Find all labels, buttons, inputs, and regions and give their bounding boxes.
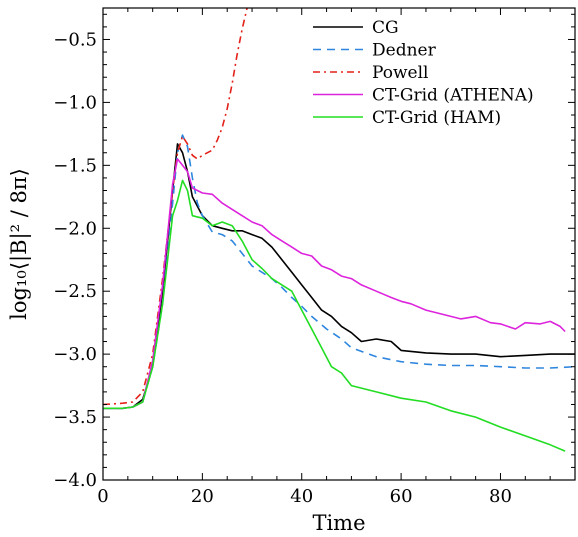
x-tick-label: 60	[390, 486, 413, 507]
x-tick-label: 0	[97, 486, 108, 507]
plot-lines	[103, 8, 575, 452]
legend-label-5: CT-Grid (HAM)	[372, 108, 501, 128]
y-tick-label: −3.0	[53, 344, 97, 365]
x-tick-label: 20	[191, 486, 214, 507]
y-tick-label: −2.5	[53, 281, 97, 302]
series-line-3	[103, 8, 248, 406]
y-axis-title: log₁₀⟨|B|² / 8π⟩	[7, 168, 32, 320]
legend-label-3: Powell	[372, 63, 428, 83]
series-line-5	[103, 179, 566, 452]
plot-frame	[102, 7, 576, 481]
x-axis-title: Time	[312, 511, 365, 535]
y-tick-label: −0.5	[53, 29, 97, 50]
axis-ticks	[102, 8, 575, 481]
y-tick-label: −4.0	[53, 470, 97, 491]
series-line-4	[103, 158, 566, 410]
x-tick-label: 40	[290, 486, 313, 507]
series-line-2	[103, 134, 575, 410]
tick-labels: 0 20 40 60 80 −4.0 −3.5 −3.0 −2.5 −2.0 −1.5 −1.0 −0.…	[53, 29, 512, 507]
y-tick-label: −3.5	[53, 407, 97, 428]
legend-label-2: Dedner	[372, 41, 437, 61]
x-tick-label: 80	[489, 486, 512, 507]
y-tick-label: −1.0	[53, 92, 97, 113]
y-tick-label: −1.5	[53, 155, 97, 176]
legend-label-4: CT-Grid (ATHENA)	[372, 86, 534, 106]
legend-label-1: CG	[372, 18, 399, 38]
y-tick-label: −2.0	[53, 218, 97, 239]
